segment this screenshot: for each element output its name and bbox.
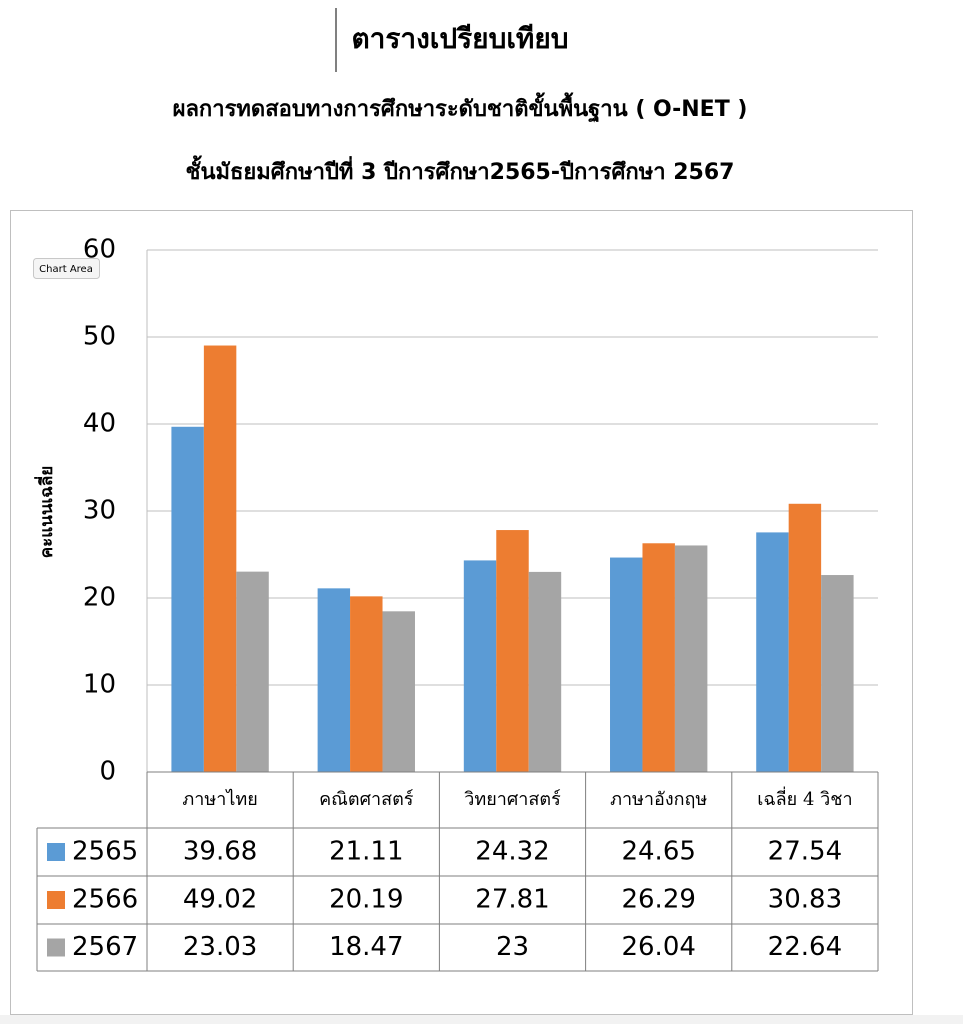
bar	[496, 530, 529, 772]
x-tick-label: ภาษาไทย	[182, 788, 257, 810]
bar	[756, 532, 789, 772]
legend-swatch	[47, 843, 65, 861]
data-label: 24.32	[475, 837, 549, 867]
legend-swatch	[47, 891, 65, 909]
chart-title: ตารางเปรียบเทียบ	[351, 22, 568, 55]
data-label: 22.64	[768, 932, 842, 962]
y-tick-label: 0	[99, 757, 116, 787]
bar	[171, 426, 204, 772]
x-tick-label: วิทยาศาสตร์	[464, 789, 561, 810]
data-label: 26.29	[621, 885, 695, 915]
data-label: 26.04	[621, 932, 695, 962]
legend-label: 2566	[72, 885, 138, 915]
y-tick-label: 10	[83, 670, 116, 700]
bar	[236, 571, 269, 772]
bar	[642, 543, 675, 772]
tooltip: Chart Area	[39, 264, 93, 275]
data-label: 27.54	[768, 837, 842, 867]
chart-subtitle: ผลการทดสอบทางการศึกษาระดับชาติขั้นพื้นฐา…	[173, 92, 748, 123]
bar	[382, 611, 415, 772]
tooltip-box	[33, 258, 100, 279]
legend-swatch	[47, 938, 65, 957]
y-tick-label: 60	[83, 235, 116, 265]
legend-label: 2565	[72, 837, 138, 867]
data-label: 27.81	[475, 885, 549, 915]
x-tick-label: ภาษาอังกฤษ	[610, 789, 707, 810]
bar	[463, 560, 497, 772]
y-tick-label: 40	[83, 409, 116, 439]
data-label: 30.83	[768, 885, 842, 915]
data-label: 23	[496, 932, 529, 962]
y-tick-label: 50	[83, 322, 116, 352]
bar	[528, 571, 562, 772]
bar	[350, 596, 383, 772]
data-label: 39.68	[183, 837, 257, 867]
y-tick-label: 30	[83, 496, 116, 526]
bar	[674, 545, 708, 772]
bar	[788, 503, 822, 772]
data-label: 21.11	[329, 837, 403, 867]
bar	[821, 575, 854, 772]
bottom-strip	[0, 1015, 963, 1024]
x-tick-label: เฉลี่ย 4 วิชา	[757, 786, 852, 810]
data-label: 20.19	[329, 885, 403, 915]
data-label: 23.03	[183, 932, 257, 962]
legend-label: 2567	[72, 932, 138, 962]
chart-subtitle: ชั้นมัธยมศึกษาปีที่ 3 ปีการศึกษา2565-ปีก…	[186, 155, 735, 185]
y-tick-label: 20	[83, 583, 116, 613]
x-tick-label: คณิตศาสตร์	[319, 789, 414, 810]
bar	[317, 588, 351, 772]
bar	[610, 557, 643, 772]
data-label: 49.02	[183, 885, 257, 915]
data-label: 24.65	[621, 837, 695, 867]
data-label: 18.47	[329, 932, 403, 962]
y-axis-label: คะแนนเฉลี่ย	[34, 466, 57, 558]
bar	[203, 345, 237, 772]
